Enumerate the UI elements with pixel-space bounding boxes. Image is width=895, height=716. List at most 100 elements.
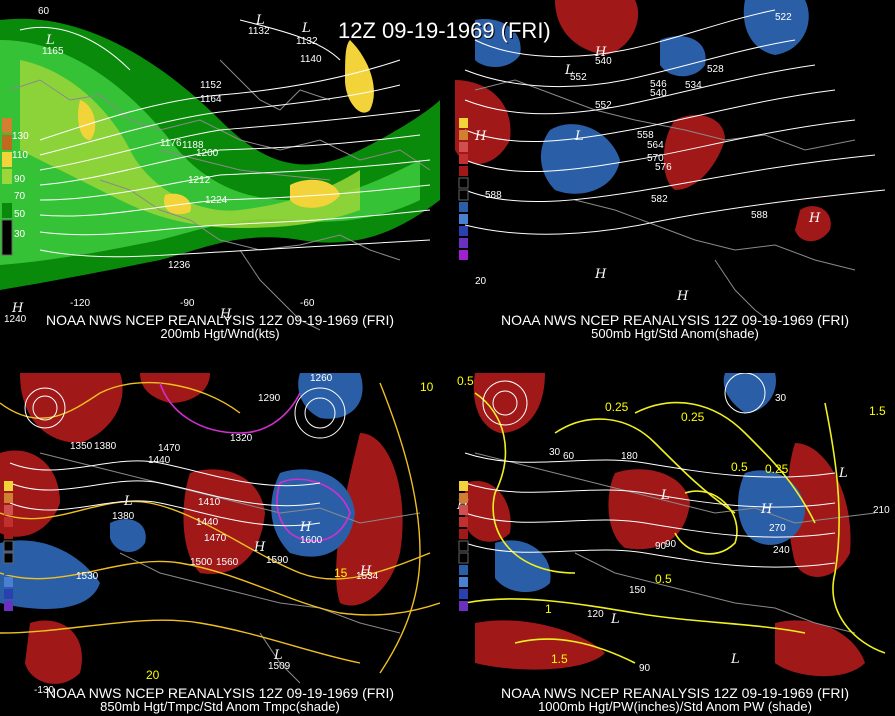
svg-text:564: 564 — [647, 140, 664, 151]
contour-label: 1165 — [42, 46, 64, 57]
svg-text:130: 130 — [12, 131, 29, 142]
svg-text:1470: 1470 — [204, 533, 227, 544]
caption-line2: 500mb Hgt/Std Anom(shade) — [591, 326, 759, 341]
lon-label: -60 — [300, 298, 315, 309]
svg-text:0.5: 0.5 — [655, 572, 672, 586]
svg-text:588: 588 — [751, 210, 768, 221]
svg-text:522: 522 — [775, 12, 792, 23]
svg-text:0.25: 0.25 — [765, 462, 789, 476]
caption-line2: 200mb Hgt/Wnd(kts) — [160, 326, 280, 341]
panel-850mb: 1350 1380 1410 1440 1470 1500 1560 1590 … — [0, 373, 440, 716]
anom-legend — [3, 481, 14, 611]
svg-text:1350: 1350 — [70, 441, 93, 452]
svg-text:20: 20 — [146, 668, 160, 682]
svg-text:H: H — [253, 540, 266, 555]
svg-text:50: 50 — [14, 209, 26, 220]
svg-text:1380: 1380 — [112, 511, 135, 522]
anom-legend — [458, 118, 469, 260]
contour-label: 1152 — [200, 80, 222, 91]
svg-text:534: 534 — [685, 80, 702, 91]
svg-text:1500: 1500 — [190, 557, 213, 568]
svg-text:L: L — [564, 63, 574, 78]
svg-text:110: 110 — [12, 150, 28, 161]
svg-text:528: 528 — [707, 64, 724, 75]
svg-text:1320: 1320 — [230, 433, 253, 444]
caption-line2: 850mb Hgt/Tmpc/Std Anom Tmpc(shade) — [100, 699, 340, 714]
svg-text:0.25: 0.25 — [681, 410, 705, 424]
svg-text:270: 270 — [769, 523, 786, 534]
caption-850mb: NOAA NWS NCEP REANALYSIS 12Z 09-19-1969 … — [0, 686, 440, 714]
svg-text:1509: 1509 — [268, 661, 291, 672]
svg-text:1440: 1440 — [196, 517, 219, 528]
contour-label: 1200 — [196, 148, 219, 159]
svg-text:30: 30 — [549, 447, 561, 458]
svg-text:1590: 1590 — [266, 555, 289, 566]
svg-text:90: 90 — [14, 174, 26, 185]
map-850mb: 1350 1380 1410 1440 1470 1500 1560 1590 … — [0, 373, 440, 696]
svg-text:15: 15 — [334, 566, 348, 580]
svg-text:546: 546 — [650, 79, 667, 90]
svg-text:H: H — [474, 129, 487, 144]
panel-200mb: 1152 1164 1176 1188 1200 1212 1224 1236 … — [0, 0, 440, 343]
svg-text:H: H — [359, 564, 372, 579]
svg-text:H: H — [594, 45, 607, 60]
svg-text:1410: 1410 — [198, 497, 221, 508]
svg-text:H: H — [299, 520, 312, 535]
svg-text:1.5: 1.5 — [551, 652, 568, 666]
panel-500mb: 552 552 540 546 540 534 528 558 564 570 … — [455, 0, 895, 343]
caption-500mb: NOAA NWS NCEP REANALYSIS 12Z 09-19-1969 … — [455, 313, 895, 341]
svg-text:540: 540 — [595, 56, 612, 67]
svg-text:1530: 1530 — [76, 571, 99, 582]
svg-text:H: H — [11, 301, 24, 316]
contour-label: 1132 — [296, 36, 318, 47]
svg-text:1380: 1380 — [94, 441, 117, 452]
caption-200mb: NOAA NWS NCEP REANALYSIS 12Z 09-19-1969 … — [0, 313, 440, 341]
anom-legend — [458, 481, 469, 611]
contour-label: 1240 — [4, 314, 27, 325]
svg-text:1534: 1534 — [356, 571, 379, 582]
caption-line2: 1000mb Hgt/PW(inches)/Std Anom PW (shade… — [538, 699, 812, 714]
svg-text:H: H — [808, 211, 821, 226]
svg-text:1290: 1290 — [258, 393, 281, 404]
contour-label: 1132 — [248, 26, 270, 37]
caption-line1: NOAA NWS NCEP REANALYSIS 12Z 09-19-1969 … — [45, 685, 395, 701]
lon-label: -90 — [180, 298, 195, 309]
lon-label: 60 — [38, 6, 50, 17]
svg-text:60: 60 — [563, 451, 575, 462]
lon-label: -120 — [70, 298, 90, 309]
caption-line1: NOAA NWS NCEP REANALYSIS 12Z 09-19-1969 … — [500, 312, 850, 328]
svg-text:240: 240 — [773, 545, 790, 556]
svg-text:L: L — [255, 13, 265, 28]
contour-label: 1236 — [168, 260, 191, 271]
svg-text:552: 552 — [595, 100, 612, 111]
svg-text:H: H — [760, 502, 773, 517]
svg-text:90: 90 — [665, 539, 677, 550]
svg-text:H: H — [676, 289, 689, 304]
svg-text:L: L — [610, 612, 620, 627]
svg-text:-130: -130 — [34, 685, 54, 696]
svg-text:70: 70 — [14, 191, 26, 202]
svg-text:30: 30 — [14, 229, 26, 240]
contour-label: 1176 — [160, 138, 182, 149]
svg-text:1260: 1260 — [310, 373, 333, 384]
svg-text:1470: 1470 — [158, 443, 181, 454]
svg-text:90: 90 — [639, 663, 651, 674]
contour-label: 1140 — [300, 54, 322, 65]
caption-line1: NOAA NWS NCEP REANALYSIS 12Z 09-19-1969 … — [45, 312, 395, 328]
contour-label: 1188 — [182, 140, 204, 151]
svg-text:1: 1 — [545, 602, 552, 616]
svg-text:H: H — [219, 307, 232, 322]
svg-text:570: 570 — [647, 153, 664, 164]
svg-text:588: 588 — [485, 190, 502, 201]
svg-text:30: 30 — [775, 393, 787, 404]
caption-1000mb: NOAA NWS NCEP REANALYSIS 12Z 09-19-1969 … — [455, 686, 895, 714]
svg-text:540: 540 — [650, 88, 667, 99]
svg-text:1600: 1600 — [300, 535, 323, 546]
contour-label: 1212 — [188, 175, 211, 186]
svg-text:552: 552 — [570, 72, 587, 83]
svg-text:558: 558 — [637, 130, 654, 141]
svg-text:L: L — [123, 494, 133, 509]
svg-text:L: L — [45, 33, 55, 48]
svg-text:120: 120 — [587, 609, 604, 620]
map-1000mb: 30 60 90 120 150 180 210 240 270 30 90 9… — [456, 373, 890, 677]
